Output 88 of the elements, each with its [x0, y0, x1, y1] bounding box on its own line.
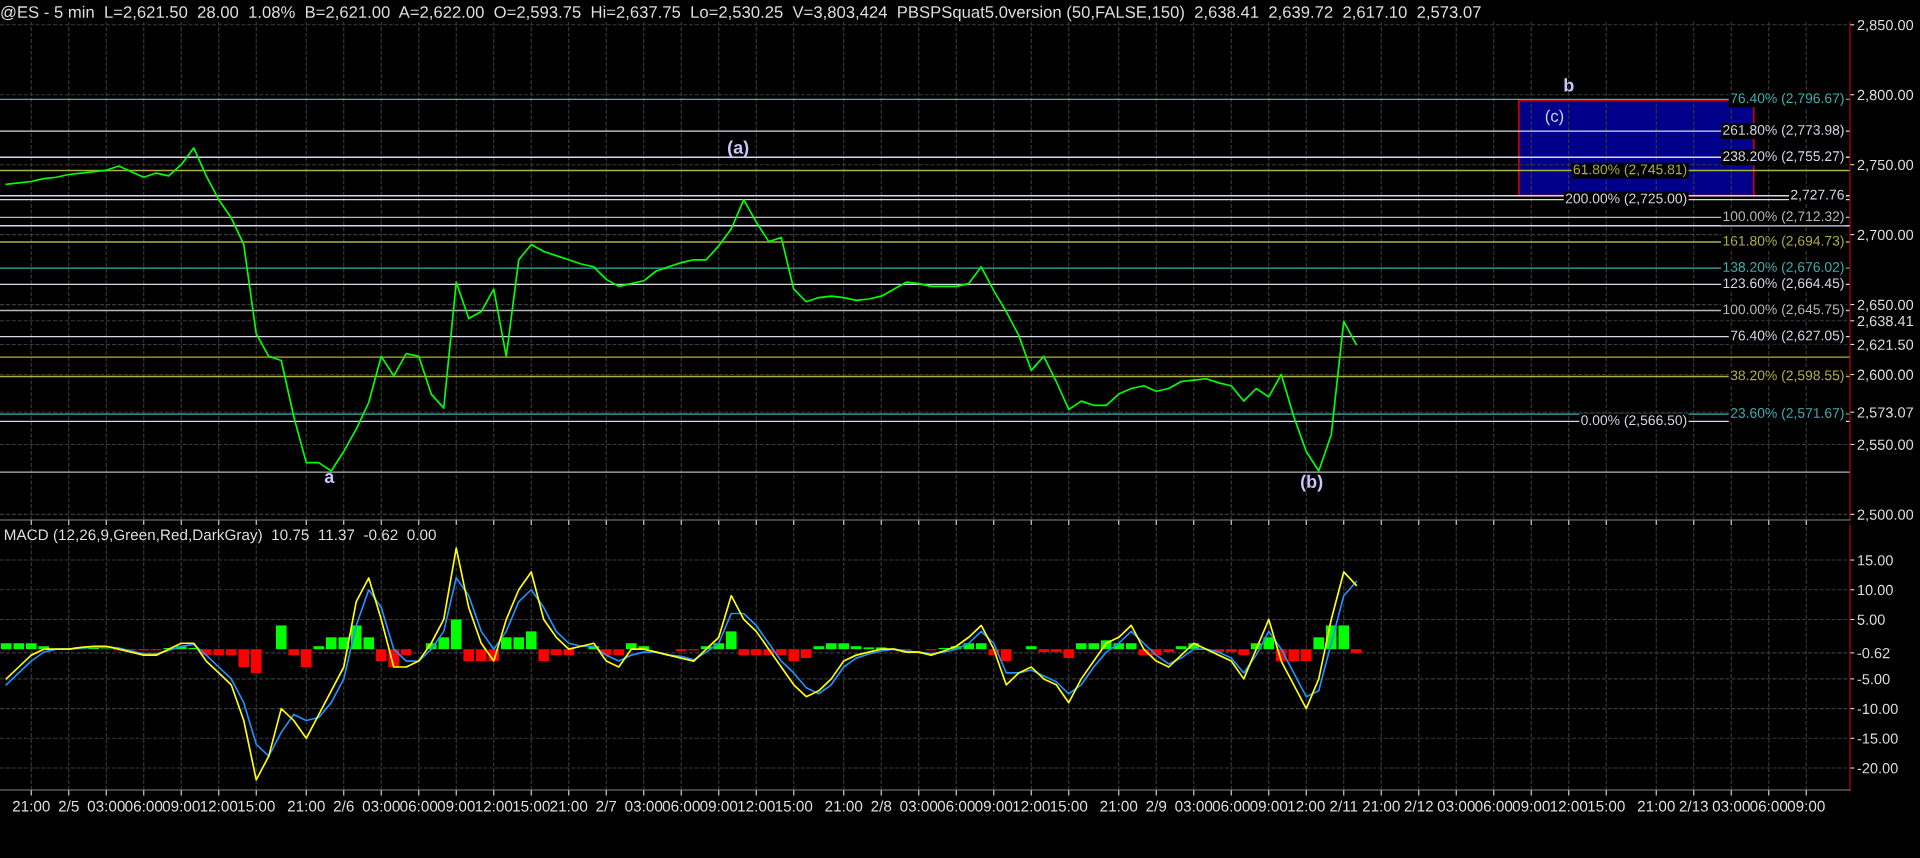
ref-line-label: 38.20% (2,598.55) [1730, 370, 1844, 384]
y-tick-label: -0.62 [1857, 647, 1890, 659]
y-tick-label: 2,750.00 [1857, 159, 1914, 172]
ref-line-label: 123.60% (2,664.45) [1723, 277, 1844, 291]
ref-line-label: 61.80% (2,745.81) [1573, 164, 1687, 178]
x-tick-label: 12:00 [1288, 800, 1325, 812]
ref-line-label: 238.20% (2,755.27) [1723, 150, 1844, 164]
x-tick-label: 21:00 [1100, 800, 1138, 812]
x-tick-label: 15:00 [1050, 800, 1088, 812]
x-tick-label: 06:00 [1212, 800, 1250, 812]
x-tick-label: 09:00 [975, 800, 1013, 812]
x-tick-label: 21:00 [12, 800, 50, 812]
ref-line-label: 261.80% (2,773.98) [1723, 124, 1844, 138]
x-tick-label: 15:00 [238, 800, 275, 812]
band-label: (c) [1545, 109, 1564, 126]
x-tick-label: 21:00 [287, 800, 325, 812]
annotation: (a) [728, 140, 749, 158]
y-tick-label: 5.00 [1857, 614, 1885, 625]
x-tick-label: 03:00 [362, 800, 400, 812]
y-tick-label: -10.00 [1857, 703, 1898, 715]
y-tick-label: 2,500.00 [1857, 509, 1914, 522]
x-tick-label: 2/13 [1679, 800, 1708, 812]
x-tick-label: 15:00 [1588, 800, 1625, 812]
x-tick-label: 09:00 [700, 800, 738, 812]
x-tick-label: 06:00 [662, 800, 700, 812]
x-tick-label: 12:00 [738, 800, 775, 812]
x-tick-label: 03:00 [1175, 800, 1213, 812]
x-tick-label: 2/5 [58, 800, 79, 812]
x-tick-label: 21:00 [550, 800, 588, 812]
ref-line-label: 23.60% (2,571.67) [1730, 407, 1844, 421]
ref-line-label: 76.40% (2,796.67) [1730, 92, 1844, 106]
annotation: b [1564, 78, 1574, 92]
y-tick-label: 15.00 [1858, 555, 1893, 566]
y-tick-label: 2,573.07 [1857, 407, 1913, 420]
x-tick-label: 06:00 [937, 800, 975, 812]
x-tick-label: 21:00 [1637, 800, 1675, 812]
y-tick-label: 2,638.41 [1857, 315, 1913, 328]
x-tick-label: 21:00 [825, 800, 863, 812]
x-tick-label: 12:00 [200, 800, 238, 812]
x-tick-label: 03:00 [900, 800, 938, 812]
x-tick-label: 09:00 [437, 800, 475, 812]
ref-line-label: 138.20% (2,676.02) [1723, 261, 1844, 275]
y-tick-label: -15.00 [1857, 733, 1898, 744]
chart-title: @ES - 5 min L=2,621.50 28.00 1.08% B=2,621.00 A=2,622.00 O=2,593.75 Hi=2,637.75 Lo=2,530.25 V=3,803,424 PBSPSquat5.0version (50,FALSE,150) 2,638.41 2,639.72 2,617.10 2,573.07 [1, 5, 1481, 22]
x-tick-label: 06:00 [400, 800, 438, 812]
x-tick-label: 06:00 [1475, 800, 1513, 812]
ref-line-label: 76.40% (2,627.05) [1730, 330, 1844, 344]
x-tick-label: 2/6 [333, 800, 354, 812]
x-tick-label: 12:00 [1550, 800, 1588, 812]
ref-line-label: 100.00% (2,712.32) [1723, 210, 1844, 224]
x-tick-label: 03:00 [625, 800, 663, 812]
x-tick-label: 2/8 [871, 800, 892, 812]
x-tick-label: 15:00 [775, 800, 813, 812]
x-tick-label: 2/12 [1404, 800, 1433, 812]
ref-line-label: 161.80% (2,694.73) [1723, 235, 1844, 249]
x-tick-label: 09:00 [162, 800, 200, 812]
x-tick-label: 03:00 [1437, 800, 1475, 812]
y-tick-label: 2,700.00 [1857, 229, 1914, 242]
y-tick-label: -20.00 [1857, 763, 1898, 774]
x-tick-label: 09:00 [1787, 800, 1825, 812]
y-tick-label: 2,600.00 [1857, 369, 1914, 382]
annotation: a [324, 473, 335, 484]
x-tick-label: 2/11 [1330, 800, 1358, 812]
y-tick-label: 2,621.50 [1857, 339, 1914, 352]
x-tick-label: 09:00 [1250, 800, 1288, 812]
x-tick-label: 06:00 [125, 800, 163, 812]
x-tick-label: 03:00 [1712, 800, 1750, 812]
x-tick-label: 06:00 [1750, 800, 1788, 812]
ref-line-label: 100.00% (2,645.75) [1723, 304, 1844, 317]
y-tick-label: 2,850.00 [1857, 19, 1914, 32]
y-tick-label: 2,550.00 [1857, 439, 1914, 452]
x-tick-label: 12:00 [1013, 800, 1050, 812]
ref-line-label: 0.00% (2,566.50) [1581, 414, 1687, 428]
x-tick-label: 2/9 [1146, 800, 1167, 812]
y-tick-label: 2,800.00 [1857, 89, 1914, 102]
ref-line-label: 200.00% (2,725.00) [1565, 193, 1687, 207]
x-tick-label: 09:00 [1512, 800, 1550, 812]
y-tick-label: 2,650.00 [1857, 299, 1914, 312]
y-tick-label: 10.00 [1858, 584, 1893, 596]
x-tick-label: 21:00 [1362, 800, 1400, 812]
y-tick-label: -5.00 [1857, 673, 1890, 685]
x-tick-label: 2/7 [596, 800, 617, 812]
annotation: (b) [1301, 474, 1323, 492]
x-tick-label: 03:00 [87, 800, 125, 812]
ref-line-label: 2,727.76 [1791, 189, 1844, 202]
chart-title: MACD (12,26,9,Green,Red,DarkGray) 10.75 11.37 -0.62 0.00 [4, 528, 436, 544]
x-tick-label: 15:00 [513, 800, 550, 812]
x-tick-label: 12:00 [475, 800, 513, 812]
